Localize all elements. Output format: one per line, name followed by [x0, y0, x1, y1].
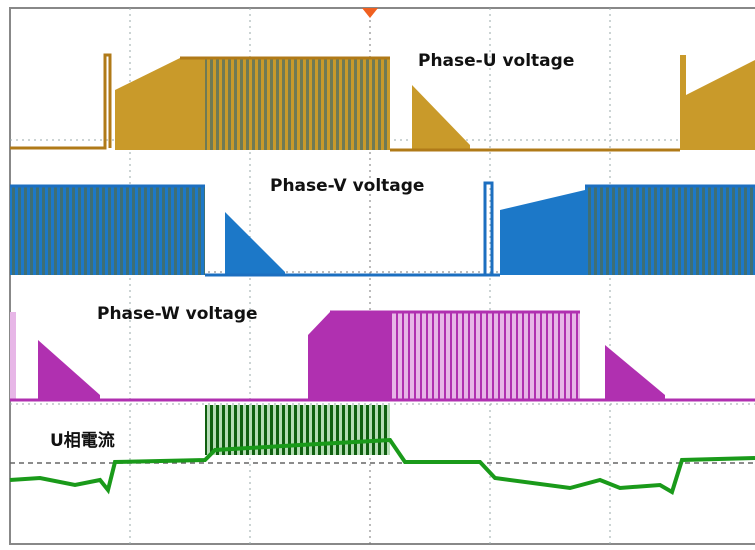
page: Phase-U voltage Phase-V voltage Phase-W …	[0, 0, 755, 550]
phase-u-label: Phase-U voltage	[418, 51, 574, 71]
phase-w-label: Phase-W voltage	[97, 304, 258, 324]
u-current-label: U相電流	[50, 430, 115, 451]
phase-v-label: Phase-V voltage	[270, 176, 424, 196]
oscilloscope: Phase-U voltage Phase-V voltage Phase-W …	[0, 0, 755, 550]
